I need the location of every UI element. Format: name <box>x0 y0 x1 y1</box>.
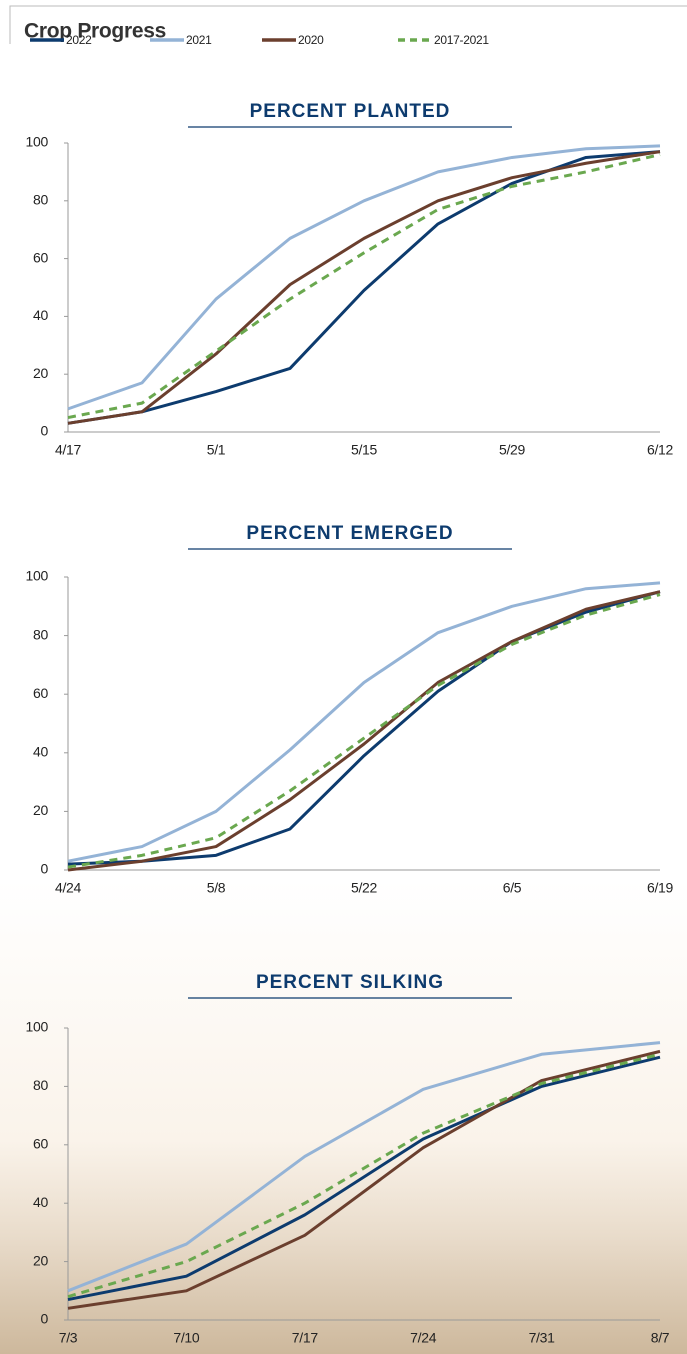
legend-label: 2017-2021 <box>434 33 489 47</box>
legend-label: 2022 <box>66 33 92 47</box>
y-tick-label: 20 <box>33 802 48 818</box>
y-tick-label: 100 <box>26 134 49 150</box>
x-tick-label: 7/17 <box>292 1330 319 1346</box>
frame <box>9 5 687 44</box>
chart-title: PERCENT PLANTED <box>250 101 451 122</box>
x-tick-label: 6/12 <box>647 442 674 458</box>
series-line <box>67 153 661 420</box>
page-title: Crop Progress <box>24 20 166 43</box>
x-tick-label: 7/3 <box>59 1330 78 1346</box>
y-tick-label: 20 <box>33 1252 48 1268</box>
series-line <box>67 1041 661 1293</box>
x-tick-label: 5/1 <box>207 442 226 458</box>
y-tick-label: 0 <box>41 861 49 877</box>
series-line <box>67 1049 661 1310</box>
x-tick-label: 7/10 <box>173 1330 200 1346</box>
y-tick-label: 20 <box>33 365 48 381</box>
y-tick-label: 80 <box>33 626 48 642</box>
series-line <box>67 144 661 411</box>
y-tick-label: 40 <box>33 1194 48 1210</box>
x-tick-label: 7/24 <box>410 1330 437 1346</box>
y-tick-label: 60 <box>33 685 48 701</box>
x-tick-label: 8/7 <box>651 1330 670 1346</box>
series-line <box>67 581 661 863</box>
x-tick-label: 6/5 <box>503 880 522 896</box>
series-line <box>67 150 661 425</box>
y-tick-label: 80 <box>33 1077 48 1093</box>
x-tick-label: 5/15 <box>351 442 378 458</box>
background <box>0 880 687 1354</box>
x-tick-label: 5/29 <box>499 442 526 458</box>
series-line <box>67 590 661 872</box>
series-line <box>67 1052 661 1299</box>
y-tick-label: 80 <box>33 192 48 208</box>
series-line <box>67 593 661 869</box>
x-tick-label: 6/19 <box>647 880 674 896</box>
y-tick-label: 0 <box>41 423 49 439</box>
chart-title: PERCENT EMERGED <box>246 523 453 544</box>
legend-label: 2021 <box>186 33 212 47</box>
y-tick-label: 0 <box>41 1311 49 1327</box>
x-tick-label: 5/8 <box>207 880 226 896</box>
y-tick-label: 40 <box>33 744 48 760</box>
series-line <box>67 150 661 425</box>
series-line <box>67 590 661 866</box>
y-tick-label: 60 <box>33 1136 48 1152</box>
legend-label: 2020 <box>298 33 324 47</box>
y-tick-label: 40 <box>33 307 48 323</box>
y-tick-label: 100 <box>26 568 49 584</box>
x-tick-label: 7/31 <box>529 1330 556 1346</box>
series-line <box>67 1055 661 1302</box>
y-tick-label: 60 <box>33 249 48 265</box>
chart-title: PERCENT SILKING <box>256 972 444 993</box>
y-tick-label: 100 <box>26 1019 49 1035</box>
x-tick-label: 5/22 <box>351 880 378 896</box>
x-tick-label: 4/17 <box>55 442 82 458</box>
x-tick-label: 4/24 <box>55 880 82 896</box>
